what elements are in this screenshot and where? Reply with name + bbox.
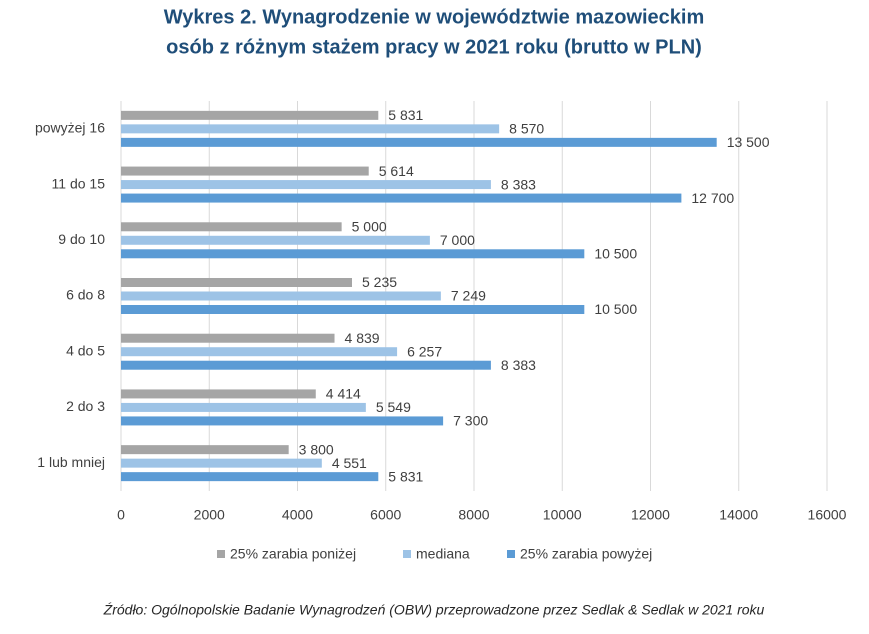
y-tick-label: 1 lub mniej [37,454,105,470]
legend-swatch [507,550,515,558]
value-label: 7 300 [453,413,488,429]
value-label: 4 551 [332,455,367,471]
value-label: 10 500 [594,301,637,317]
value-label: 5 614 [379,163,414,179]
value-label: 12 700 [691,190,734,206]
bar [121,278,352,287]
y-tick-label: 2 do 3 [66,398,105,414]
legend-label: mediana [416,546,470,562]
bar [121,180,491,190]
chart-title: osób z różnym stażem pracy w 2021 roku (… [166,36,702,58]
bar [121,235,430,245]
value-label: 13 500 [727,134,770,150]
value-label: 5 549 [376,399,411,415]
value-label: 5 831 [388,107,423,123]
x-tick-label: 4000 [282,507,313,523]
bar [121,166,369,176]
bar [121,137,717,147]
bar [121,291,441,301]
value-label: 8 383 [501,176,536,192]
bar [121,472,379,482]
value-label: 8 383 [501,357,536,373]
value-label: 5 000 [352,218,387,234]
y-tick-label: 6 do 8 [66,287,105,303]
x-tick-label: 12000 [631,507,670,523]
y-tick-label: powyżej 16 [35,120,105,136]
bar [121,360,491,370]
value-label: 10 500 [594,245,637,261]
value-label: 7 000 [440,232,475,248]
bar [121,333,335,343]
bar [121,458,322,468]
y-tick-label: 11 do 15 [52,175,106,191]
source-note: Źródło: Ogólnopolskie Badanie Wynagrodze… [103,602,765,618]
chart-title: Wykres 2. Wynagrodzenie w województwie m… [164,6,705,28]
legend-label: 25% zarabia poniżej [230,546,356,562]
value-label: 4 414 [326,386,361,402]
bar [121,305,585,314]
bar [121,249,585,259]
legend-swatch [403,550,411,558]
bar [121,402,366,412]
x-tick-label: 14000 [719,507,758,523]
bar [121,124,500,134]
x-tick-label: 0 [117,507,125,523]
legend-swatch [217,550,225,558]
value-label: 8 570 [509,121,544,137]
x-tick-label: 8000 [458,507,489,523]
bar [121,416,444,426]
x-tick-label: 6000 [370,507,401,523]
bar [121,445,289,455]
value-label: 5 831 [388,468,423,484]
bar [121,193,682,203]
value-label: 5 235 [362,274,397,290]
y-tick-label: 9 do 10 [58,231,105,247]
legend-label: 25% zarabia powyżej [520,546,652,562]
x-tick-label: 10000 [543,507,582,523]
value-label: 3 800 [299,441,334,457]
bar [121,222,342,232]
bar [121,110,379,120]
value-label: 4 839 [345,330,380,346]
x-tick-label: 2000 [194,507,225,523]
bar [121,389,316,399]
value-label: 6 257 [407,343,442,359]
bar [121,347,398,357]
value-label: 7 249 [451,288,486,304]
x-tick-label: 16000 [808,507,847,523]
y-tick-label: 4 do 5 [66,342,105,358]
